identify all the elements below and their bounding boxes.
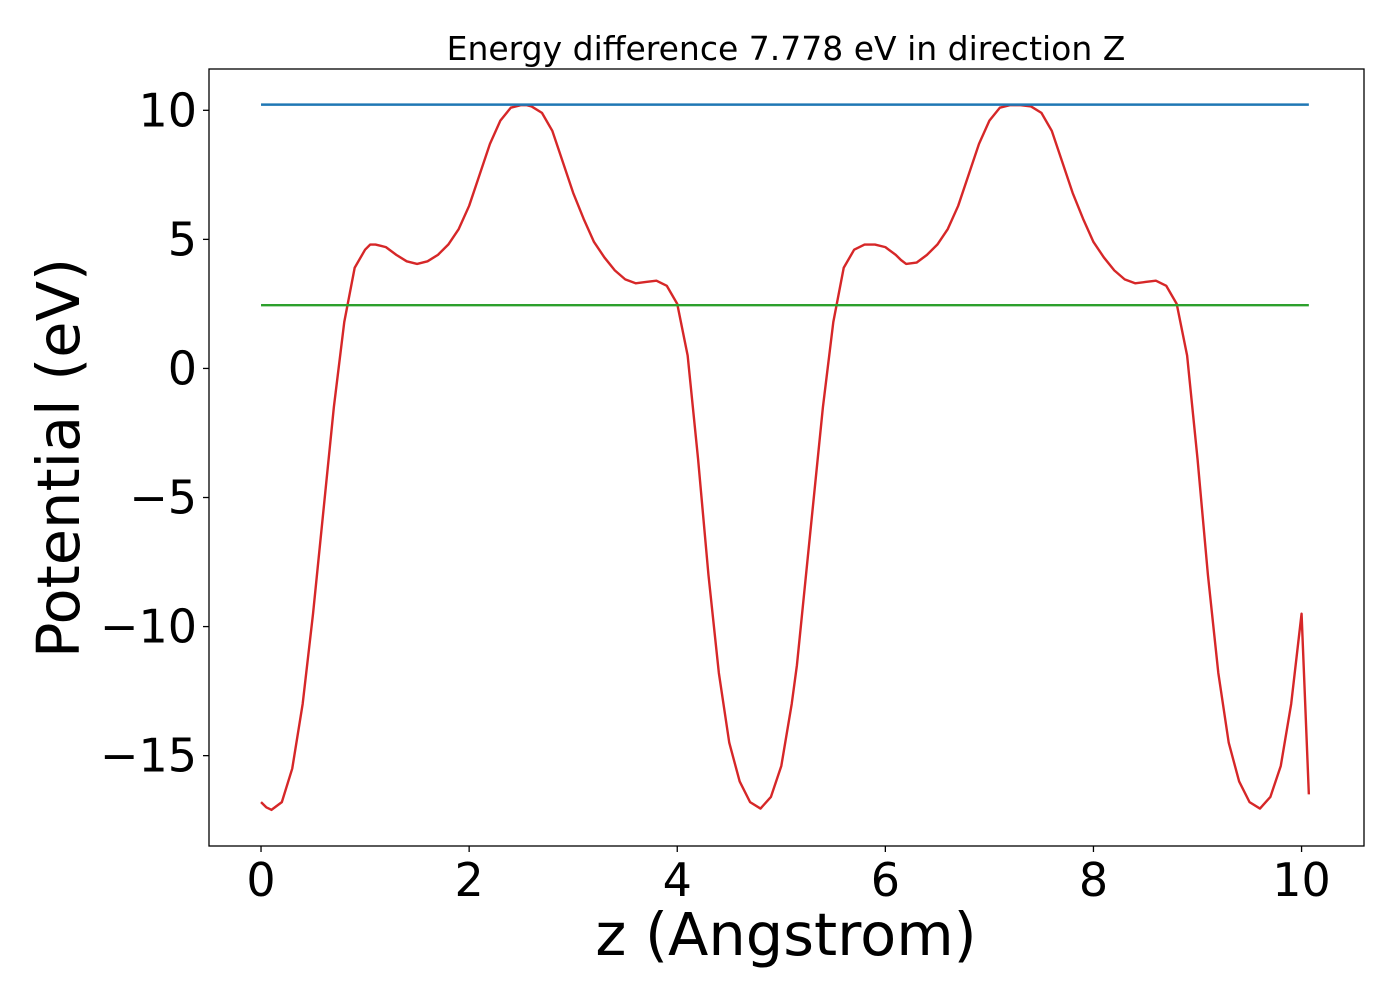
y-tick-label: 10 (138, 83, 197, 137)
x-tick-label: 2 (454, 853, 483, 907)
x-axis-label: z (Angstrom) (595, 900, 976, 969)
x-tick-label: 0 (246, 853, 275, 907)
x-tick-label: 10 (1272, 853, 1331, 907)
plot-area (208, 68, 1365, 847)
chart-title: Energy difference 7.778 eV in direction … (447, 29, 1126, 68)
y-tick-label: −15 (100, 729, 197, 783)
y-tick-label: 0 (168, 341, 197, 395)
series-line-0 (260, 103, 1311, 812)
x-tick-label: 4 (663, 853, 692, 907)
y-tick-label: −5 (129, 471, 197, 525)
y-axis: −15 −10 −5 0 5 10 (100, 83, 209, 783)
x-tick-label: 8 (1079, 853, 1108, 907)
y-axis-label: Potential (eV) (24, 258, 93, 658)
y-tick-label: −10 (100, 600, 197, 654)
axes-frame (208, 68, 1365, 847)
x-tick-label: 6 (871, 853, 900, 907)
x-axis: 0 2 4 6 8 10 (246, 846, 1331, 907)
y-tick-label: 5 (168, 212, 197, 266)
series-layer (260, 103, 1311, 812)
